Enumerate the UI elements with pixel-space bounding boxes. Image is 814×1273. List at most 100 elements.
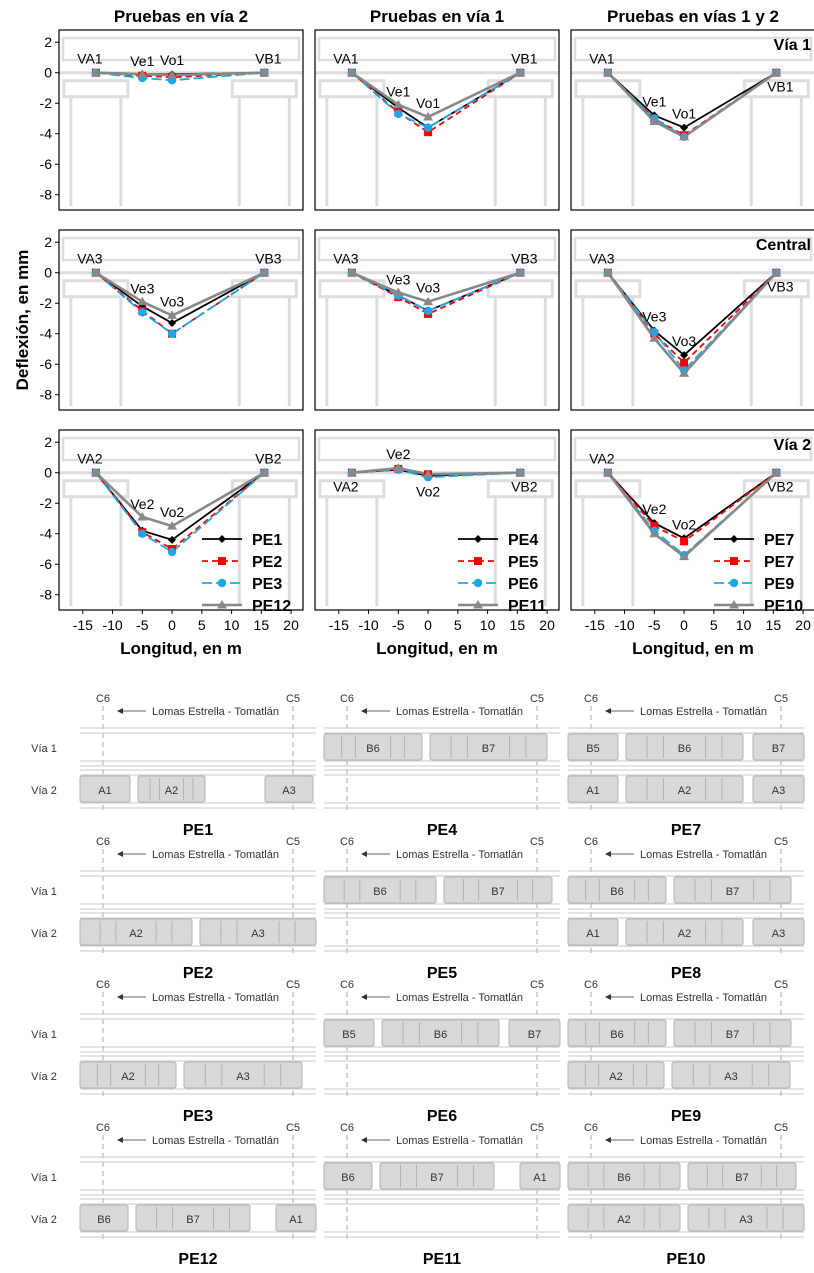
train-car xyxy=(567,775,619,803)
y-tick-label: -4 xyxy=(40,126,53,142)
series-marker xyxy=(167,547,177,557)
series-marker xyxy=(393,99,404,109)
series-line xyxy=(95,472,265,551)
direction-arrowhead xyxy=(605,994,611,1000)
x-tick-label: 15 xyxy=(254,617,270,633)
capital-frame xyxy=(742,79,810,99)
train-car xyxy=(323,1162,373,1190)
train-car xyxy=(381,1019,500,1047)
capital-frame xyxy=(230,79,298,99)
series-line xyxy=(351,271,521,312)
series-marker xyxy=(679,368,690,377)
series-marker xyxy=(423,296,434,306)
car-label: A3 xyxy=(772,928,785,940)
deck-frame xyxy=(573,236,813,262)
series-marker xyxy=(649,528,660,538)
train-car xyxy=(264,775,314,803)
direction-label: Lomas Estrella - Tomatlán xyxy=(152,706,279,718)
direction-arrowhead xyxy=(117,994,123,1000)
point-label: Vo2 xyxy=(672,516,696,532)
direction-arrowhead xyxy=(361,851,367,857)
train-car xyxy=(79,775,131,803)
series-marker xyxy=(680,351,689,360)
car-label: B7 xyxy=(430,1172,443,1184)
train-car xyxy=(323,1019,375,1047)
column-marker-c5: C5 xyxy=(286,1122,300,1134)
series-marker xyxy=(217,600,227,609)
series-marker xyxy=(602,267,613,277)
series-marker xyxy=(730,557,738,565)
point-label: Ve1 xyxy=(130,53,154,69)
column-marker-c6: C6 xyxy=(340,979,354,991)
series-marker xyxy=(259,267,270,277)
legend-label: PE4 xyxy=(508,532,538,549)
train-car xyxy=(567,876,667,904)
train-car xyxy=(79,1204,129,1232)
y-tick-label: -8 xyxy=(40,587,53,603)
series-marker xyxy=(90,467,101,477)
panel-border xyxy=(314,229,560,411)
car-label: A2 xyxy=(121,1071,134,1083)
column-marker-c5: C5 xyxy=(530,693,544,705)
series-marker xyxy=(167,310,178,319)
car-label: A2 xyxy=(609,1071,622,1083)
x-tick-label: -10 xyxy=(614,617,634,633)
chart-panel: VA2 Ve2 Vo2 VB2 -15 -10 -5 0 5 10 15 20 Longitud, en… xyxy=(314,429,560,658)
column-marker-c6: C6 xyxy=(584,1122,598,1134)
car-label: B6 xyxy=(341,1172,354,1184)
car-label: A3 xyxy=(251,928,264,940)
direction-label: Lomas Estrella - Tomatlán xyxy=(396,706,523,718)
y-tick-label: -8 xyxy=(40,387,53,403)
car-label: A2 xyxy=(617,1214,630,1226)
deck-frame xyxy=(573,36,813,62)
point-label: VB2 xyxy=(255,451,282,467)
x-tick-label: -15 xyxy=(585,617,605,633)
series-marker xyxy=(423,469,434,478)
direction-label: Lomas Estrella - Tomatlán xyxy=(396,849,523,861)
series-marker xyxy=(167,329,177,338)
diagram-title: PE9 xyxy=(671,1108,701,1125)
legend-label: PE12 xyxy=(252,598,291,615)
car-label: B6 xyxy=(97,1214,110,1226)
point-label: VB1 xyxy=(767,79,794,95)
point-label: Ve3 xyxy=(386,272,410,288)
y-axis-label: Deflexión, en mm xyxy=(13,250,32,391)
train-diagram: C6 C5 Lomas Estrella - Tomatlán B6 B7 PE5 xyxy=(323,836,560,982)
car-label: B5 xyxy=(342,1029,355,1041)
train-car xyxy=(275,1204,317,1232)
legend-label: PE1 xyxy=(252,532,282,549)
car-label: B5 xyxy=(586,743,599,755)
train-car xyxy=(671,1061,791,1089)
direction-label: Lomas Estrella - Tomatlán xyxy=(640,706,767,718)
point-label: VB3 xyxy=(255,251,282,267)
panel-border xyxy=(58,29,304,211)
y-tick-label: -6 xyxy=(40,356,53,372)
train-car xyxy=(183,1061,303,1089)
track-label-via1: Vía 1 xyxy=(31,1029,57,1041)
train-car xyxy=(625,918,744,946)
series-marker xyxy=(515,467,526,477)
series-marker xyxy=(346,467,357,477)
point-label: VB3 xyxy=(767,279,794,295)
column-marker-c6: C6 xyxy=(96,979,110,991)
y-tick-label: 0 xyxy=(44,65,52,81)
car-label: B7 xyxy=(482,743,495,755)
series-marker xyxy=(90,267,101,277)
row-tag: Vía 2 xyxy=(774,437,811,454)
point-label: Ve3 xyxy=(642,309,666,325)
train-car xyxy=(137,775,206,803)
direction-arrowhead xyxy=(117,708,123,714)
capital-frame xyxy=(742,279,810,299)
chart-panel: VA3 Ve3 Vo3 VB3 2 0 -2 -4 -6 -8 xyxy=(40,229,304,411)
diagram-title: PE1 xyxy=(183,822,213,839)
direction-label: Lomas Estrella - Tomatlán xyxy=(640,1135,767,1147)
panel-border xyxy=(314,29,560,211)
point-label: Vo3 xyxy=(672,333,696,349)
capital-frame xyxy=(574,79,642,99)
x-tick-label: -10 xyxy=(102,617,122,633)
y-tick-label: -4 xyxy=(40,326,53,342)
series-line xyxy=(95,71,265,77)
chart-panel: VA3 Ve3 Vo3 VB3 xyxy=(314,229,560,411)
train-car xyxy=(79,918,193,946)
